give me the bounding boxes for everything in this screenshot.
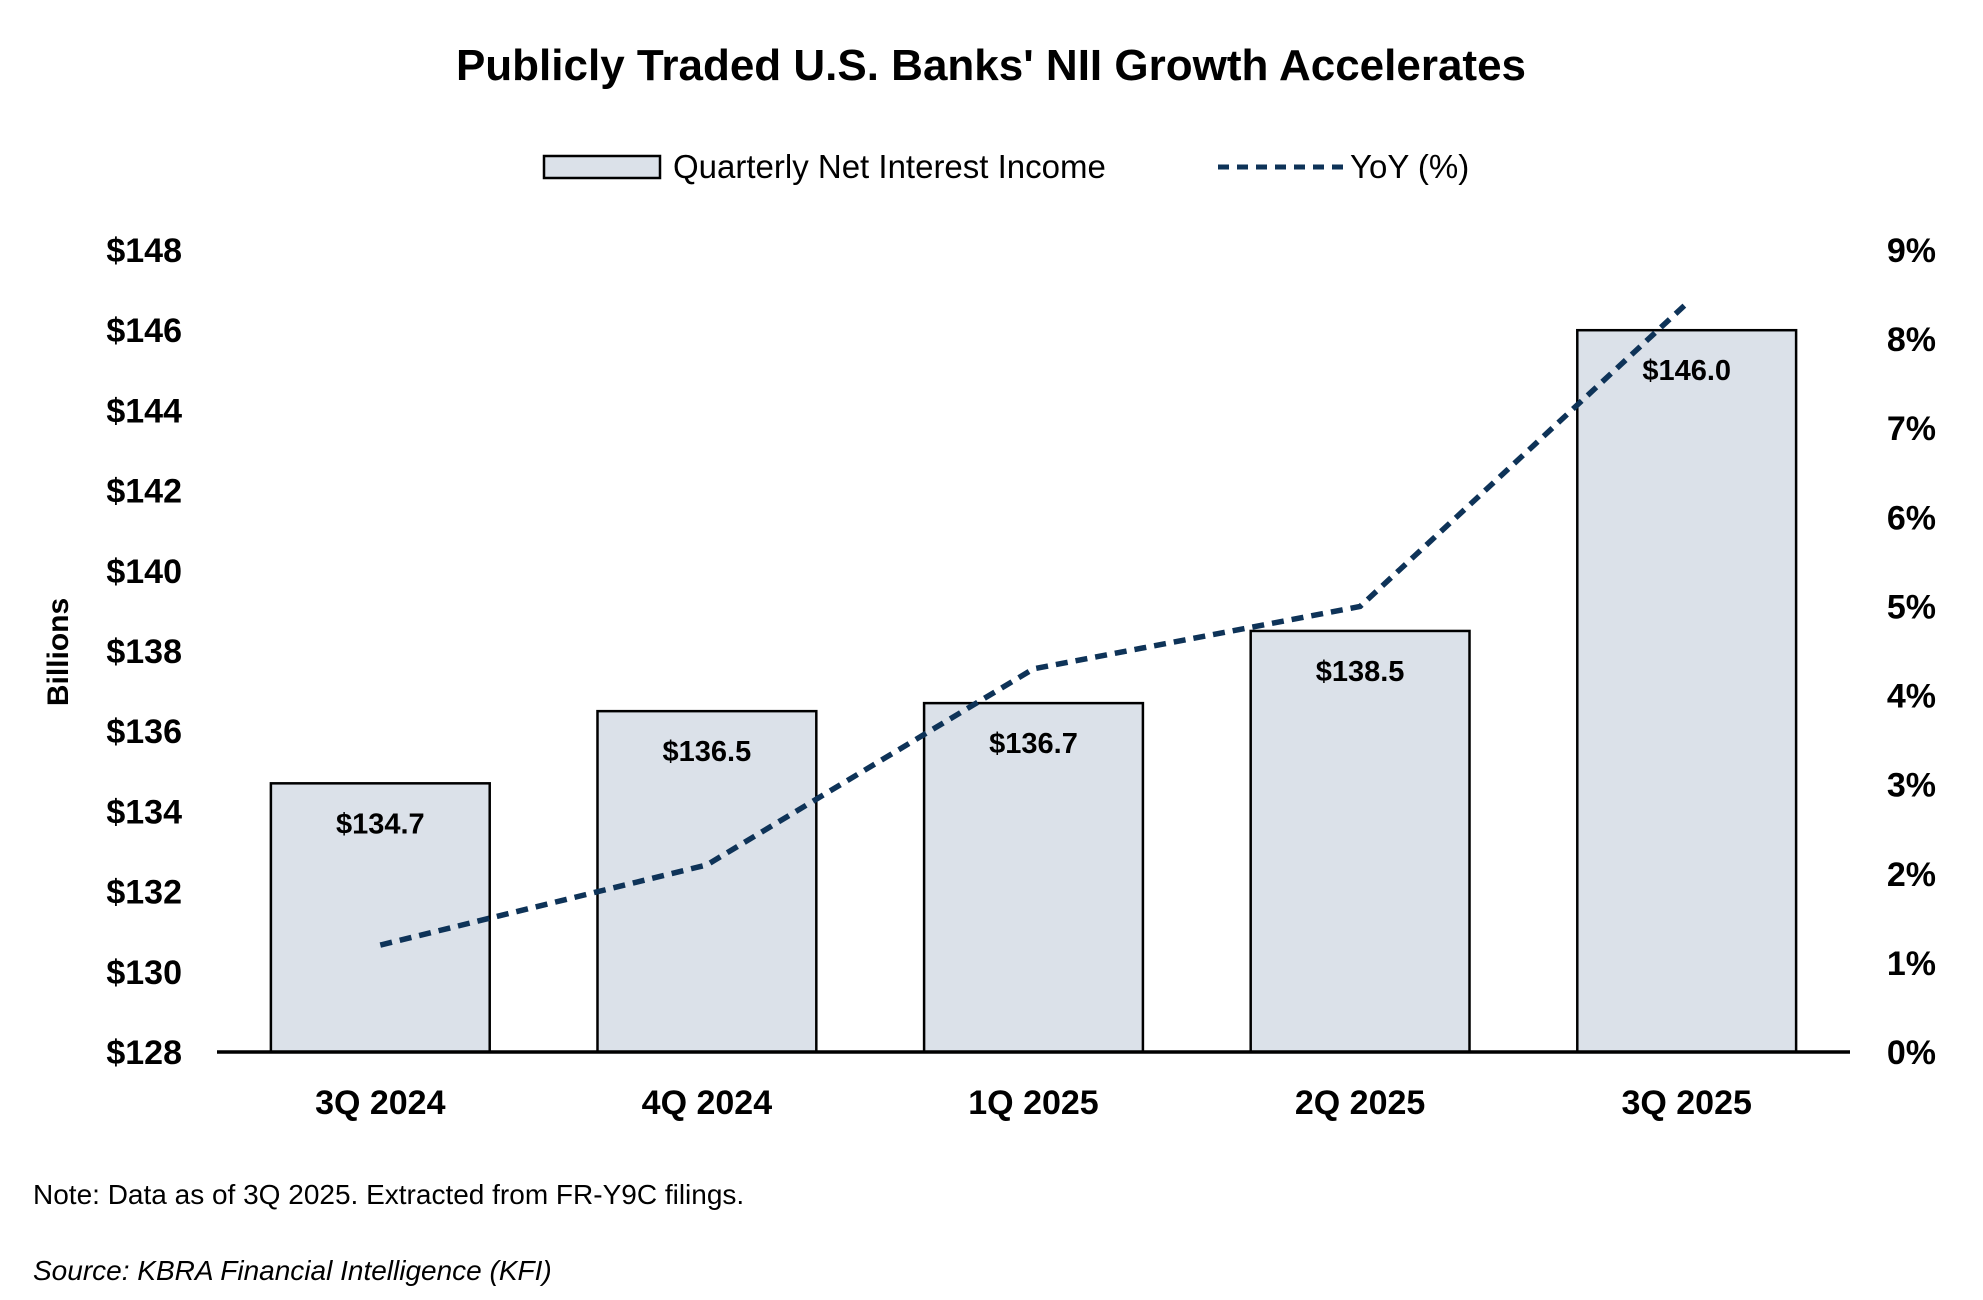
- y2-tick-label: 5%: [1887, 588, 1936, 626]
- legend: Quarterly Net Interest Income YoY (%): [542, 148, 1469, 185]
- y2-tick-label: 0%: [1887, 1034, 1936, 1072]
- bar-data-label: $136.7: [989, 728, 1078, 760]
- y2-axis-ticks: 9% 8% 7% 6% 5% 4% 3% 2% 1% 0%: [1887, 232, 1936, 1072]
- y2-tick-label: 7%: [1887, 410, 1936, 448]
- legend-label-line: YoY (%): [1350, 148, 1469, 185]
- x-tick-label: 1Q 2025: [968, 1084, 1098, 1122]
- bar: [1576, 328, 1798, 1054]
- y-tick-label: $136: [106, 713, 182, 751]
- y2-tick-label: 6%: [1887, 499, 1936, 537]
- bar: [1249, 629, 1471, 1054]
- bar-data-label: $138.5: [1316, 656, 1405, 688]
- bar-series: [269, 328, 1798, 1054]
- y-axis-title: Billions: [42, 598, 75, 706]
- x-tick-label: 2Q 2025: [1295, 1084, 1425, 1122]
- x-tick-label: 3Q 2024: [315, 1084, 446, 1122]
- bar-data-label: $134.7: [336, 808, 425, 840]
- y2-tick-label: 2%: [1887, 856, 1936, 894]
- legend-label-bar: Quarterly Net Interest Income: [673, 148, 1106, 185]
- y2-tick-label: 9%: [1887, 232, 1936, 270]
- y-tick-label: $132: [106, 874, 182, 912]
- y-tick-label: $146: [106, 312, 182, 350]
- yoy-line: [379, 301, 1689, 948]
- y-tick-label: $140: [106, 553, 182, 591]
- x-axis-labels: 3Q 2024 4Q 2024 1Q 2025 2Q 2025 3Q 2025: [315, 1084, 1752, 1122]
- y2-tick-label: 8%: [1887, 321, 1936, 359]
- source-text: Source: KBRA Financial Intelligence (KFI…: [33, 1255, 552, 1286]
- legend-bar-swatch: [542, 154, 662, 180]
- y-tick-label: $144: [106, 392, 182, 430]
- y2-tick-label: 4%: [1887, 678, 1936, 716]
- y2-tick-label: 3%: [1887, 767, 1936, 805]
- bar-data-label: $136.5: [663, 736, 752, 768]
- y-tick-label: $134: [106, 793, 182, 831]
- y2-tick-label: 1%: [1887, 945, 1936, 983]
- y-tick-label: $142: [106, 473, 182, 511]
- y-tick-label: $138: [106, 633, 182, 671]
- chart-title: Publicly Traded U.S. Banks' NII Growth A…: [456, 41, 1526, 90]
- x-tick-label: 3Q 2025: [1621, 1084, 1751, 1122]
- y-tick-label: $130: [106, 954, 182, 992]
- y-tick-label: $148: [106, 232, 182, 270]
- x-tick-label: 4Q 2024: [642, 1084, 773, 1122]
- note-text: Note: Data as of 3Q 2025. Extracted from…: [33, 1179, 744, 1210]
- bar-data-labels: $134.7 $136.5 $136.7 $138.5 $146.0: [336, 355, 1731, 840]
- y-axis-ticks: $148 $146 $144 $142 $140 $138 $136 $134 $132 $130…: [106, 232, 182, 1072]
- y-tick-label: $128: [106, 1034, 182, 1072]
- bar-data-label: $146.0: [1642, 355, 1731, 387]
